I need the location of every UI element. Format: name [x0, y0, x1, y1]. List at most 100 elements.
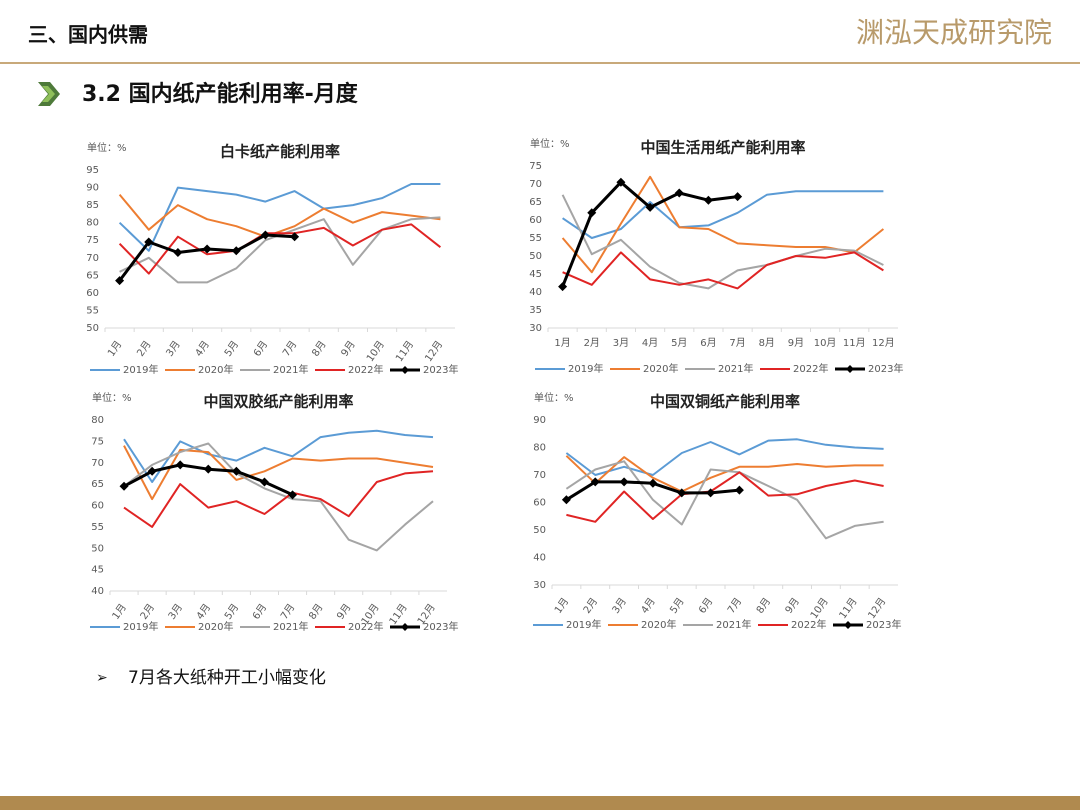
chart-title: 中国双胶纸产能利用率 — [203, 393, 353, 411]
x-tick-label: 6月 — [700, 337, 716, 349]
series-line — [561, 175, 885, 274]
unit-label: 单位：% — [87, 141, 127, 154]
data-point — [733, 192, 743, 202]
x-tick-label: 7月 — [729, 337, 745, 349]
y-tick-label: 60 — [529, 215, 542, 226]
data-point — [561, 495, 571, 505]
subtitle: 3.2 国内纸产能利用率-月度 — [82, 81, 359, 107]
chart-title: 白卡纸产能利用率 — [220, 143, 340, 161]
x-tick-label: 11月 — [393, 339, 416, 365]
data-point — [703, 195, 713, 205]
legend-label: 2019年 — [566, 618, 601, 631]
y-tick-label: 80 — [86, 218, 99, 229]
data-point — [619, 477, 629, 487]
y-tick-label: 85 — [86, 200, 99, 211]
y-tick-label: 45 — [91, 565, 104, 576]
x-tick-label: 6月 — [250, 602, 269, 622]
y-tick-label: 80 — [91, 415, 104, 426]
unit-label: 单位：% — [530, 137, 570, 150]
y-tick-label: 55 — [529, 233, 542, 244]
x-tick-label: 6月 — [251, 339, 270, 359]
data-point — [231, 246, 241, 256]
x-tick-label: 5月 — [222, 339, 241, 359]
y-tick-label: 95 — [86, 165, 99, 176]
legend-label: 2022年 — [791, 618, 826, 631]
legend-label: 2020年 — [641, 618, 676, 631]
section-title: 三、国内供需 — [28, 23, 148, 47]
x-tick-label: 7月 — [280, 339, 299, 359]
data-point — [259, 477, 269, 487]
data-point — [590, 477, 600, 487]
y-tick-label: 75 — [86, 235, 99, 246]
series-line — [565, 460, 884, 540]
y-tick-label: 75 — [91, 436, 104, 447]
x-tick-label: 3月 — [164, 339, 183, 359]
y-tick-label: 40 — [529, 287, 542, 298]
data-point — [260, 230, 270, 240]
x-tick-label: 10月 — [364, 339, 387, 365]
y-tick-label: 60 — [533, 498, 546, 509]
series-line — [118, 223, 442, 275]
legend-label: 2019年 — [123, 363, 158, 376]
x-tick-label: 2月 — [584, 337, 600, 349]
legend-label: 2022年 — [348, 620, 383, 633]
legend-label: 2020年 — [643, 362, 678, 375]
x-tick-label: 6月 — [696, 596, 715, 616]
x-tick-label: 4月 — [642, 337, 658, 349]
x-tick-label: 7月 — [725, 596, 744, 616]
legend-label: 2019年 — [568, 362, 603, 375]
x-tick-label: 10月 — [808, 596, 831, 622]
y-tick-label: 30 — [533, 580, 546, 591]
data-point — [706, 488, 716, 498]
data-point — [202, 244, 212, 254]
x-tick-label: 12月 — [872, 337, 895, 349]
y-tick-label: 30 — [529, 323, 542, 334]
legend-label: 2020年 — [198, 620, 233, 633]
y-tick-label: 65 — [86, 270, 99, 281]
y-tick-label: 50 — [529, 251, 542, 262]
x-tick-label: 9月 — [334, 602, 353, 622]
data-point — [587, 208, 597, 218]
data-point — [677, 488, 687, 498]
y-tick-label: 60 — [86, 288, 99, 299]
series-line — [118, 183, 441, 252]
x-tick-label: 11月 — [843, 337, 866, 349]
data-point — [290, 232, 300, 242]
data-point — [147, 466, 157, 476]
legend-label: 2022年 — [793, 362, 828, 375]
x-tick-label: 12月 — [866, 596, 889, 622]
x-tick-label: 10月 — [814, 337, 837, 349]
legend-marker — [401, 366, 409, 374]
x-tick-label: 11月 — [837, 596, 860, 622]
x-tick-label: 9月 — [788, 337, 804, 349]
x-tick-label: 8月 — [754, 596, 773, 616]
data-point — [231, 466, 241, 476]
y-tick-label: 50 — [91, 543, 104, 554]
x-tick-label: 9月 — [339, 339, 358, 359]
y-tick-label: 50 — [533, 525, 546, 536]
legend-marker — [844, 621, 852, 629]
chart-title: 中国生活用纸产能利用率 — [640, 139, 805, 157]
y-tick-label: 65 — [91, 479, 104, 490]
x-tick-label: 5月 — [667, 596, 686, 616]
x-tick-label: 4月 — [194, 602, 213, 622]
x-tick-label: 11月 — [387, 602, 410, 628]
data-point — [144, 237, 154, 247]
legend-label: 2019年 — [123, 620, 158, 633]
series-line — [566, 471, 884, 523]
x-tick-label: 4月 — [193, 339, 212, 359]
data-point — [558, 282, 568, 292]
data-point — [734, 485, 744, 495]
x-tick-label: 4月 — [639, 596, 658, 616]
data-point — [648, 478, 658, 488]
data-point — [115, 276, 125, 286]
legend-label: 2021年 — [718, 362, 753, 375]
bullet-mark: ➢ — [96, 670, 108, 686]
y-tick-label: 40 — [91, 586, 104, 597]
legend-label: 2023年 — [868, 362, 903, 375]
y-tick-label: 35 — [529, 305, 542, 316]
series-line — [123, 470, 434, 528]
data-point — [616, 177, 626, 187]
series-line — [561, 194, 884, 290]
